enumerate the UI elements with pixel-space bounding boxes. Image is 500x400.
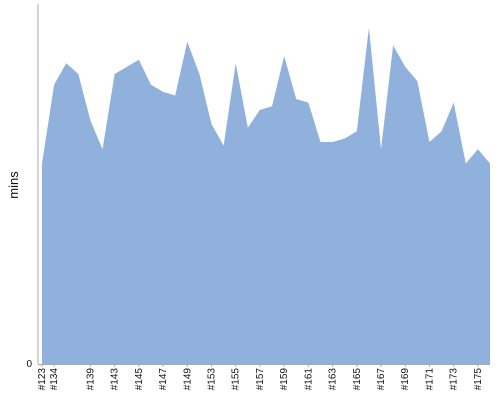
x-tick-label: #153 <box>207 368 218 391</box>
x-tick-label: #161 <box>303 368 314 391</box>
y-tick-label: 0 <box>26 359 32 370</box>
y-axis-label: mins <box>6 171 21 199</box>
x-tick-label: #143 <box>110 368 121 391</box>
x-tick-label: #171 <box>424 368 435 391</box>
x-tick-label: #145 <box>134 368 145 391</box>
x-tick-label: #134 <box>49 368 60 391</box>
x-tick-label: #175 <box>473 368 484 391</box>
y-ticks-layer: 0 <box>26 359 32 370</box>
series-area <box>42 27 490 364</box>
area-layer <box>42 27 490 364</box>
x-tick-label: #165 <box>352 368 363 391</box>
x-tick-label: #163 <box>328 368 339 391</box>
x-tick-label: #147 <box>158 368 169 391</box>
x-ticks-layer: #123 #134 #139 #143 #145 #147 #149 #153 #155 #157… <box>37 364 484 390</box>
x-tick-label: #167 <box>376 368 387 391</box>
x-tick-label: #173 <box>449 368 460 391</box>
x-tick-label: #139 <box>85 368 96 391</box>
x-tick-label: #169 <box>400 368 411 391</box>
axes-layer <box>37 4 490 365</box>
x-tick-label: #159 <box>279 368 290 391</box>
x-tick-label: #157 <box>255 368 266 391</box>
x-tick-label: #123 <box>37 368 48 391</box>
x-tick-label: #155 <box>231 368 242 391</box>
x-tick-label: #149 <box>182 368 193 391</box>
